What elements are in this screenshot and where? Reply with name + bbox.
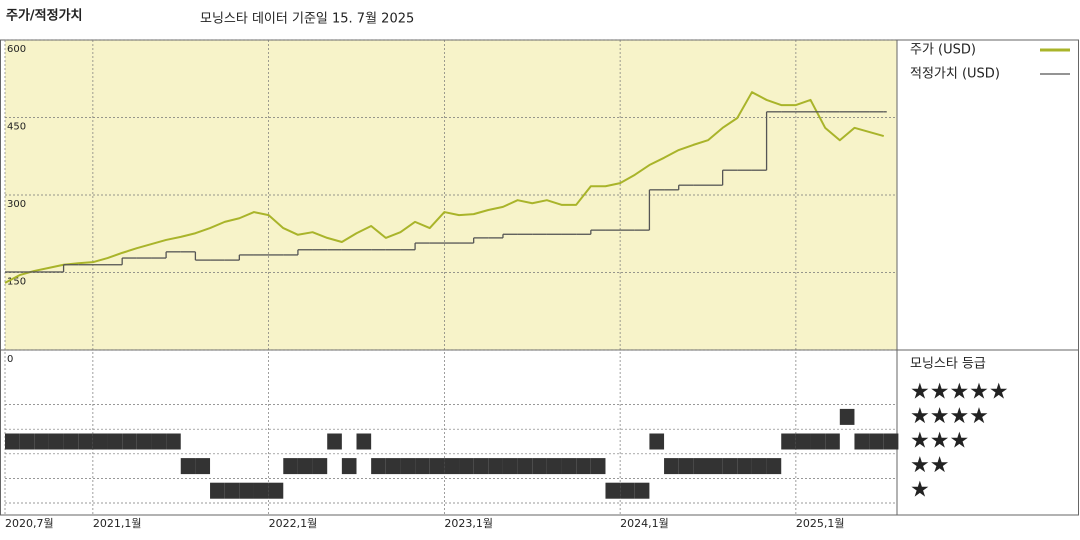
x-tick-label: 2021,1월 — [93, 517, 142, 530]
y-tick-label: 450 — [7, 122, 26, 133]
rating-bar — [151, 433, 167, 450]
x-tick-label: 2023,1월 — [444, 517, 493, 530]
x-tick-label: 2020,7월 — [5, 517, 54, 530]
rating-level: ★ — [910, 478, 930, 503]
rating-bar — [297, 458, 313, 475]
x-tick-label: 2022,1월 — [269, 517, 318, 530]
rating-title: 모닝스타 등급 — [910, 357, 986, 372]
rating-bar — [708, 458, 723, 475]
rating-bar — [444, 458, 460, 475]
rating-bar — [19, 433, 35, 450]
rating-bar — [664, 458, 679, 475]
rating-bar — [722, 458, 738, 475]
frame — [0, 39, 1079, 516]
rating-bar — [356, 433, 372, 450]
rating-bar — [48, 433, 64, 450]
rating-bar — [34, 433, 49, 450]
rating-bar — [5, 433, 20, 450]
rating-bar — [795, 433, 811, 450]
rating-bar — [122, 433, 137, 450]
rating-bar — [473, 458, 489, 475]
y-tick-label: 150 — [7, 277, 26, 288]
rating-bar — [78, 433, 93, 450]
rating-level: ★★★ — [910, 429, 969, 454]
rating-bar — [210, 482, 225, 499]
rating-bar — [839, 408, 855, 425]
rating-bar — [634, 482, 650, 499]
rating-bar — [693, 458, 708, 475]
y-tick-label: 600 — [7, 44, 26, 55]
rating-bar — [678, 458, 694, 475]
rating-bar — [459, 458, 474, 475]
rating-bar — [590, 458, 606, 475]
rating-bar — [517, 458, 533, 475]
rating-bar — [415, 458, 430, 475]
rating-bar — [136, 433, 152, 450]
rating-bar — [224, 482, 240, 499]
rating-bar — [239, 482, 254, 499]
rating-bar — [371, 458, 386, 475]
legend-label: 적정가치 (USD) — [910, 67, 1000, 82]
rating-bar — [180, 458, 196, 475]
rating-bar — [649, 433, 665, 450]
rating-bar — [781, 433, 796, 450]
rating-bar — [869, 433, 884, 450]
rating-level: ★★★★★ — [910, 379, 1009, 404]
rating-bar — [107, 433, 123, 450]
rating-bar — [488, 458, 503, 475]
rating-bar — [195, 458, 211, 475]
rating-bar — [341, 458, 357, 475]
rating-bar — [620, 482, 635, 499]
rating-bar — [546, 458, 562, 475]
rating-bar — [268, 482, 284, 499]
rating-bar — [253, 482, 269, 499]
rating-bar — [883, 433, 899, 450]
rating-bar — [327, 433, 342, 450]
rating-bar — [502, 458, 518, 475]
legend-label: 주가 (USD) — [910, 43, 976, 58]
rating-bar — [825, 433, 840, 450]
x-tick-label: 2025,1월 — [796, 517, 845, 530]
price-line — [4, 91, 885, 284]
chart-title: 주가/적정가치 — [6, 8, 83, 24]
rating-bar — [283, 458, 298, 475]
rating-bar — [385, 458, 401, 475]
rating-bar — [400, 458, 416, 475]
rating-bar — [576, 458, 591, 475]
rating-level: ★★ — [910, 453, 949, 478]
rating-bar — [751, 458, 767, 475]
rating-bar — [63, 433, 79, 450]
rating-bar — [766, 458, 782, 475]
y-tick-label: 300 — [7, 199, 26, 210]
rating-bar — [605, 482, 621, 499]
rating-bar — [561, 458, 577, 475]
rating-bar — [429, 458, 445, 475]
rating-bar — [92, 433, 108, 450]
rating-bar — [737, 458, 752, 475]
x-tick-label: 2024,1월 — [620, 517, 669, 530]
chart-subtitle: 모닝스타 데이터 기준일 15. 7월 2025 — [200, 12, 414, 27]
rating-bar — [166, 433, 181, 450]
rating-level: ★★★★ — [910, 404, 989, 429]
rating-bar — [854, 433, 870, 450]
rating-bar — [810, 433, 826, 450]
y-tick-label: 0 — [7, 354, 13, 365]
rating-bar — [532, 458, 547, 475]
rating-bar — [312, 458, 328, 475]
